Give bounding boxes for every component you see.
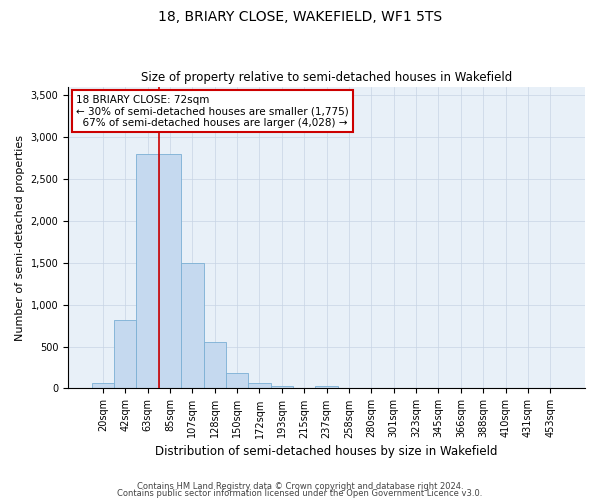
Bar <box>316 386 338 388</box>
Bar <box>181 263 203 388</box>
Text: 18, BRIARY CLOSE, WAKEFIELD, WF1 5TS: 18, BRIARY CLOSE, WAKEFIELD, WF1 5TS <box>158 10 442 24</box>
Bar <box>92 384 114 388</box>
Bar <box>203 342 226 388</box>
Bar <box>136 154 159 388</box>
Bar <box>114 320 136 388</box>
Bar <box>159 154 181 388</box>
X-axis label: Distribution of semi-detached houses by size in Wakefield: Distribution of semi-detached houses by … <box>155 444 498 458</box>
Text: 18 BRIARY CLOSE: 72sqm
← 30% of semi-detached houses are smaller (1,775)
  67% o: 18 BRIARY CLOSE: 72sqm ← 30% of semi-det… <box>76 94 349 128</box>
Text: Contains HM Land Registry data © Crown copyright and database right 2024.: Contains HM Land Registry data © Crown c… <box>137 482 463 491</box>
Bar <box>271 386 293 388</box>
Bar <box>248 384 271 388</box>
Y-axis label: Number of semi-detached properties: Number of semi-detached properties <box>15 135 25 341</box>
Title: Size of property relative to semi-detached houses in Wakefield: Size of property relative to semi-detach… <box>141 72 512 85</box>
Bar <box>226 372 248 388</box>
Text: Contains public sector information licensed under the Open Government Licence v3: Contains public sector information licen… <box>118 490 482 498</box>
